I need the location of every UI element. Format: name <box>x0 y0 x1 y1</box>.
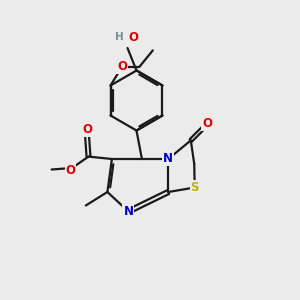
Text: O: O <box>117 60 127 74</box>
Text: S: S <box>190 181 199 194</box>
Text: O: O <box>202 117 212 130</box>
Text: O: O <box>128 31 138 44</box>
Text: H: H <box>115 32 124 43</box>
Text: O: O <box>65 164 76 177</box>
Text: N: N <box>163 152 173 166</box>
Text: O: O <box>82 123 92 136</box>
Text: N: N <box>123 205 134 218</box>
